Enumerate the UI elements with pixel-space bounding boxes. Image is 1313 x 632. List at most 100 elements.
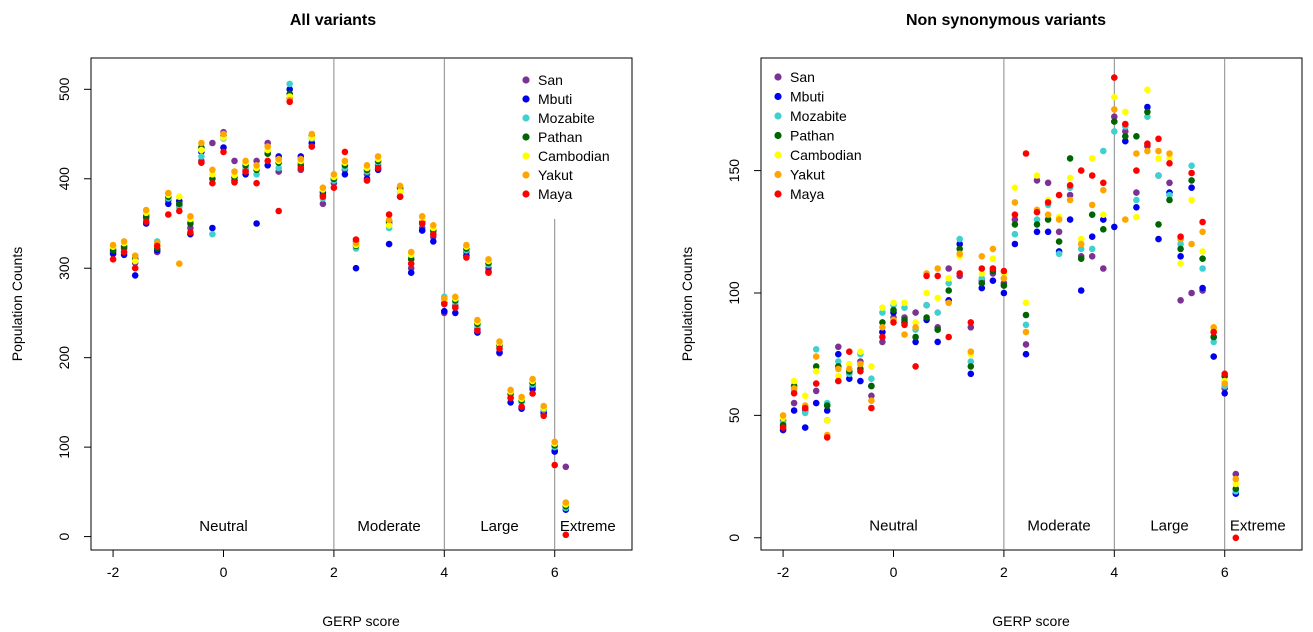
legend-marker	[522, 95, 530, 103]
data-point-cambodian	[890, 299, 897, 307]
data-point-mbuti	[1100, 216, 1107, 223]
region-label: Large	[1150, 518, 1188, 535]
data-point-yakut	[374, 153, 382, 160]
x-tick-label: -2	[777, 564, 790, 580]
data-point-maya	[286, 98, 294, 106]
data-point-san	[945, 265, 952, 272]
data-point-yakut	[1133, 150, 1140, 157]
data-point-yakut	[474, 316, 481, 324]
data-point-maya	[109, 255, 117, 263]
data-point-maya	[198, 159, 205, 166]
data-point-mbuti	[1144, 103, 1151, 111]
data-point-san	[1033, 177, 1041, 184]
data-point-mbuti	[1111, 223, 1118, 231]
data-point-mbuti	[131, 272, 139, 279]
data-point-maya	[812, 380, 820, 387]
data-point-maya	[835, 377, 842, 385]
legend-label: Mozabite	[790, 108, 847, 124]
data-point-mozabite	[945, 279, 952, 287]
data-point-pathan	[1033, 221, 1041, 228]
data-point-mbuti	[452, 309, 459, 317]
data-point-yakut	[790, 385, 798, 392]
data-point-mozabite	[286, 80, 294, 88]
data-point-san	[1088, 252, 1096, 260]
data-point-cambodian	[1155, 155, 1162, 162]
x-axis-label: GERP score	[322, 613, 400, 629]
data-point-mozabite	[209, 230, 216, 238]
data-point-cambodian	[945, 275, 952, 282]
data-point-yakut	[1000, 275, 1008, 282]
region-labels: Neutral Moderate Large Extreme	[869, 518, 1285, 535]
data-point-maya	[879, 333, 886, 341]
data-point-yakut	[198, 139, 205, 147]
data-point-yakut	[1144, 147, 1151, 155]
data-point-mbuti	[967, 370, 975, 378]
data-point-mbuti	[1177, 252, 1184, 260]
data-point-maya	[823, 434, 831, 441]
data-point-maya	[1144, 140, 1151, 147]
data-point-yakut	[253, 162, 260, 169]
data-point-pathan	[868, 382, 875, 390]
x-tick-label: 2	[330, 564, 338, 580]
data-point-cambodian	[385, 222, 393, 229]
data-point-yakut	[1199, 228, 1206, 236]
data-point-yakut	[518, 393, 525, 401]
data-point-yakut	[275, 155, 283, 163]
legend-marker	[522, 76, 530, 84]
data-point-mbuti	[934, 338, 941, 346]
legend-label: Cambodian	[538, 148, 610, 164]
data-point-mozabite	[1199, 265, 1206, 272]
data-point-yakut	[1100, 186, 1107, 194]
data-point-mbuti	[1221, 390, 1228, 397]
data-point-yakut	[176, 260, 183, 268]
data-point-cambodian	[1111, 93, 1118, 101]
region-label: Extreme	[560, 518, 616, 535]
data-point-pathan	[978, 279, 986, 287]
data-point-pathan	[956, 245, 963, 253]
legend-marker	[774, 112, 782, 120]
data-point-yakut	[835, 365, 842, 373]
data-point-cambodian	[1177, 260, 1184, 267]
data-point-cambodian	[1133, 213, 1140, 221]
data-point-yakut	[529, 375, 536, 383]
data-point-yakut	[297, 155, 305, 163]
data-point-cambodian	[812, 368, 820, 375]
data-point-yakut	[956, 250, 963, 258]
data-point-mbuti	[165, 200, 172, 208]
y-axis-label: Population Counts	[9, 247, 25, 361]
data-point-maya	[1111, 74, 1118, 81]
data-point-san	[1055, 228, 1063, 236]
data-point-maya	[912, 363, 919, 370]
data-point-pathan	[1000, 282, 1008, 289]
data-point-pathan	[812, 363, 820, 370]
data-point-maya	[1088, 172, 1096, 179]
y-tick-label: 150	[726, 159, 742, 183]
data-point-san	[967, 324, 975, 331]
data-point-yakut	[978, 252, 986, 260]
data-point-pathan	[1066, 155, 1074, 162]
data-point-mbuti	[801, 424, 809, 431]
data-point-mbuti	[441, 307, 448, 315]
data-point-pathan	[1177, 245, 1184, 253]
divider-lines	[1003, 58, 1226, 550]
data-point-cambodian	[912, 319, 919, 326]
data-point-cambodian	[1144, 86, 1151, 94]
data-point-cambodian	[835, 372, 842, 380]
data-point-maya	[452, 304, 459, 311]
data-point-maya	[890, 319, 897, 326]
data-point-pathan	[1188, 177, 1195, 184]
data-point-mozabite	[1055, 250, 1063, 258]
data-point-yakut	[165, 189, 172, 197]
data-point-mozabite	[901, 304, 908, 312]
data-point-mozabite	[1077, 245, 1085, 253]
legend-label: Maya	[790, 186, 824, 202]
data-point-pathan	[1111, 118, 1118, 125]
data-point-maya	[507, 394, 514, 402]
data-point-mozabite	[923, 301, 930, 309]
data-point-mozabite	[956, 235, 963, 243]
data-point-cambodian	[923, 289, 930, 297]
data-point-mozabite	[1100, 147, 1107, 155]
data-point-yakut	[551, 438, 558, 446]
data-point-cambodian	[1088, 155, 1096, 162]
data-point-mozabite	[879, 309, 886, 316]
